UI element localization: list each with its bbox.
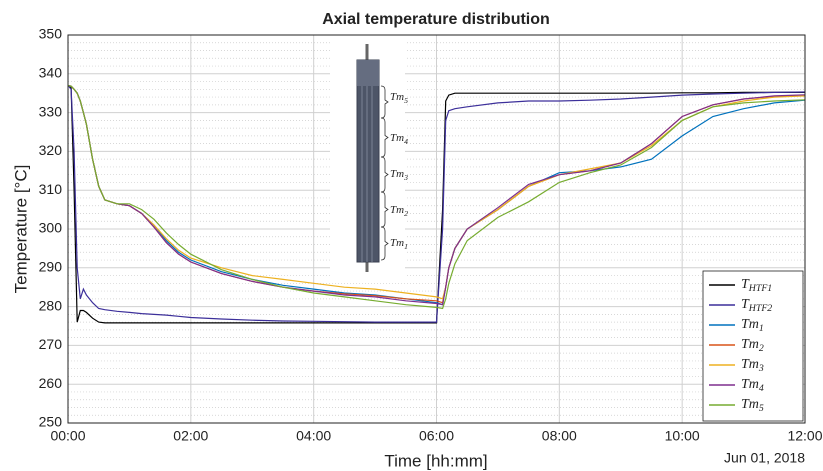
x-tick-label: 08:00 bbox=[542, 428, 577, 444]
legend-box bbox=[702, 270, 804, 422]
legend-label: Tm1 bbox=[741, 317, 764, 334]
inset-diagram: Tm5 Tm4 Tm3 Tm2 Tm1 bbox=[330, 36, 408, 276]
y-tick-label: 350 bbox=[39, 26, 63, 42]
date-label: Jun 01, 2018 bbox=[724, 450, 805, 466]
y-tick-label: 340 bbox=[39, 65, 63, 81]
brace bbox=[380, 85, 389, 119]
x-tick-label: 10:00 bbox=[665, 428, 700, 444]
y-tick-label: 270 bbox=[39, 336, 63, 352]
legend-label: Tm4 bbox=[741, 377, 764, 394]
legend-label: Tm2 bbox=[741, 337, 764, 354]
y-tick-label: 300 bbox=[39, 220, 63, 236]
brace bbox=[380, 226, 389, 261]
inset-label: Tm3 bbox=[390, 168, 408, 182]
y-tick-label: 290 bbox=[39, 259, 63, 275]
x-tick-label: 06:00 bbox=[419, 428, 454, 444]
inset-label: Tm2 bbox=[390, 204, 408, 218]
legend-label: THTF2 bbox=[741, 297, 772, 314]
y-tick-label: 260 bbox=[39, 375, 63, 391]
brace bbox=[380, 117, 389, 158]
x-tick-label: 12:00 bbox=[787, 428, 822, 444]
y-tick-label: 330 bbox=[39, 103, 63, 119]
axes-box bbox=[67, 34, 806, 424]
x-tick-label: 00:00 bbox=[50, 428, 85, 444]
inset-label: Tm5 bbox=[390, 91, 408, 105]
x-axis-label: Time [hh:mm] bbox=[384, 451, 487, 470]
inset-label: Tm1 bbox=[390, 237, 408, 251]
tube-body bbox=[356, 59, 380, 263]
chart-title: Axial temperature distribution bbox=[322, 11, 550, 28]
y-tick-label: 320 bbox=[39, 142, 63, 158]
brace bbox=[380, 191, 389, 228]
y-axis-label: Temperature [°C] bbox=[11, 165, 30, 294]
x-tick-label: 02:00 bbox=[173, 428, 208, 444]
legend-label: Tm3 bbox=[741, 357, 764, 374]
legend-label: THTF1 bbox=[741, 277, 772, 294]
legend-label: Tm5 bbox=[741, 397, 764, 414]
y-tick-label: 310 bbox=[39, 181, 63, 197]
series-line bbox=[67, 84, 806, 310]
y-tick-label: 280 bbox=[39, 297, 63, 313]
y-tick-label: 250 bbox=[39, 414, 63, 430]
series-line bbox=[67, 85, 806, 323]
x-tick-label: 04:00 bbox=[296, 428, 331, 444]
brace bbox=[380, 156, 389, 193]
series-line bbox=[67, 84, 805, 324]
tube-top bbox=[357, 60, 379, 86]
inset-label: Tm4 bbox=[390, 132, 408, 146]
